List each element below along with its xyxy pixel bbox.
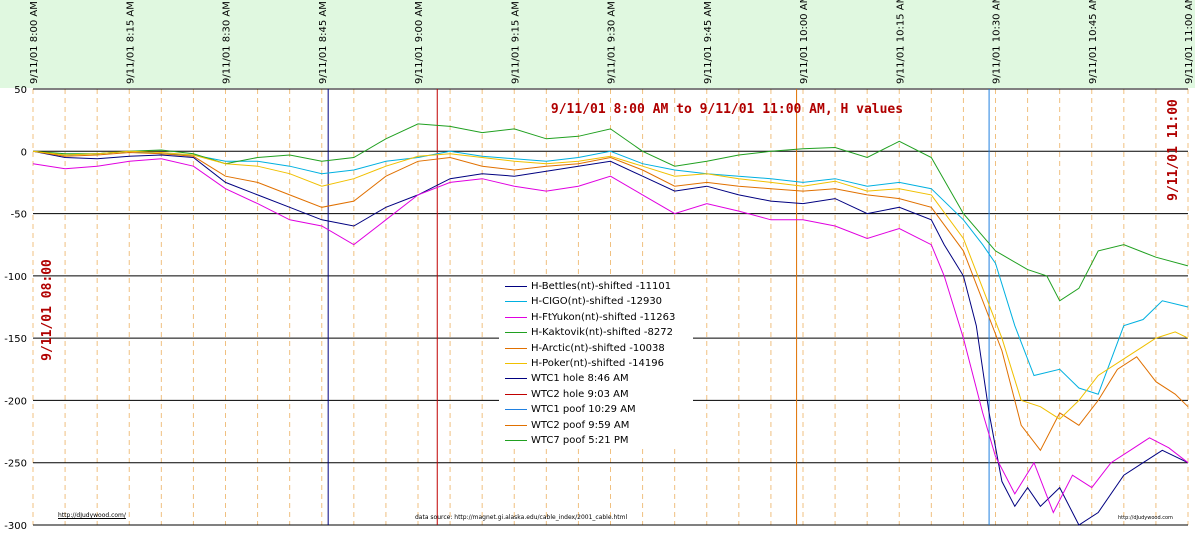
x-tick-label: 9/11/01 10:15 AM [895, 0, 906, 84]
series-line [32, 158, 1189, 514]
legend-line [505, 393, 527, 395]
legend-line [505, 316, 527, 318]
legend-item: H-CIGO(nt)-shifted -12930 [505, 294, 662, 309]
y-tick-label: 0 [21, 147, 27, 158]
legend-line [505, 347, 527, 349]
legend-label: H-Poker(nt)-shifted -14196 [531, 358, 664, 369]
x-tick-label: 9/11/01 9:15 AM [510, 1, 521, 84]
y-tick-label: -250 [4, 459, 27, 470]
x-tick-label: 9/11/01 9:00 AM [414, 1, 425, 84]
series-line [32, 123, 1189, 302]
legend-item: H-FtYukon(nt)-shifted -11263 [505, 310, 675, 325]
chart-title: 9/11/01 8:00 AM to 9/11/01 11:00 AM, H v… [551, 102, 903, 117]
legend-line [505, 424, 527, 426]
x-tick-label: 9/11/01 10:45 AM [1088, 0, 1099, 84]
right-credit: http://dJudywood.com [1118, 515, 1173, 521]
legend-label: H-FtYukon(nt)-shifted -11263 [531, 311, 676, 323]
legend-item: WTC2 hole 9:03 AM [505, 387, 629, 402]
x-tick-label: 9/11/01 10:30 AM [992, 0, 1003, 84]
right-time-label: 9/11/01 11:00 [1166, 99, 1181, 201]
legend: H-Bettles(nt)-shifted -11101 H-CIGO(nt)-s… [499, 278, 693, 446]
series-line [32, 150, 1189, 395]
legend-item: WTC1 hole 8:46 AM [505, 371, 629, 386]
legend-item: H-Bettles(nt)-shifted -11101 [505, 279, 671, 294]
legend-label: WTC2 poof 9:59 AM [531, 419, 630, 431]
legend-label: WTC1 poof 10:29 AM [531, 404, 636, 416]
x-tick-label: 9/11/01 11:00 AM [1184, 0, 1195, 84]
legend-label: H-CIGO(nt)-shifted -12930 [531, 296, 663, 308]
legend-line [505, 286, 527, 287]
x-tick-label: 9/11/01 8:15 AM [125, 1, 136, 84]
legend-item: H-Poker(nt)-shifted -14196 [505, 356, 664, 371]
y-tick-label: -300 [4, 521, 27, 532]
series-lines [32, 123, 1189, 526]
legend-item: H-Arctic(nt)-shifted -10038 [505, 341, 665, 356]
y-axis-ticks: 50 0 -50 -100 -150 -200 -250 -300 [4, 85, 27, 532]
legend-line [505, 378, 527, 380]
series-line [32, 150, 1189, 452]
y-tick-label: -50 [11, 210, 27, 221]
x-tick-label: 9/11/01 8:30 AM [222, 1, 233, 84]
y-tick-label: -150 [4, 334, 27, 345]
legend-line [505, 332, 527, 334]
x-tick-label: 9/11/01 10:00 AM [799, 0, 810, 84]
legend-line [505, 301, 527, 303]
left-time-label: 9/11/01 08:00 [40, 259, 55, 361]
legend-line [505, 440, 527, 441]
legend-item: WTC1 poof 10:29 AM [505, 402, 636, 417]
legend-item: WTC2 poof 9:59 AM [505, 418, 629, 433]
y-tick-label: -100 [4, 272, 27, 283]
data-source-note: data source: http://magnet.gi.alaska.edu… [415, 514, 628, 521]
legend-line [505, 363, 527, 364]
event-lines [327, 89, 990, 525]
legend-label: WTC7 poof 5:21 PM [531, 435, 629, 446]
x-tick-label: 9/11/01 8:00 AM [29, 1, 40, 84]
major-gridlines [32, 88, 1189, 526]
legend-label: WTC2 hole 9:03 AM [531, 388, 629, 400]
legend-label: H-Kaktovik(nt)-shifted -8272 [531, 327, 673, 339]
x-tick-label: 9/11/01 9:45 AM [703, 1, 714, 84]
series-line [32, 150, 1189, 526]
legend-label: H-Arctic(nt)-shifted -10038 [531, 342, 665, 354]
legend-item: WTC7 poof 5:21 PM [505, 433, 629, 448]
y-tick-label: 50 [14, 85, 27, 96]
x-axis-ticks: 9/11/01 8:00 AM 9/11/01 8:15 AM 9/11/01 8:… [29, 0, 1195, 84]
series-line [32, 150, 1189, 420]
x-tick-label: 9/11/01 9:30 AM [607, 1, 618, 84]
left-credit: http://dJudywood.com/ [58, 512, 126, 519]
header-band [0, 0, 1195, 88]
legend-label: H-Bettles(nt)-shifted -11101 [531, 281, 672, 292]
legend-item: H-Kaktovik(nt)-shifted -8272 [505, 325, 673, 340]
legend-line [505, 409, 527, 411]
x-tick-label: 9/11/01 8:45 AM [318, 1, 329, 84]
legend-label: WTC1 hole 8:46 AM [531, 373, 629, 385]
y-tick-label: -200 [4, 396, 27, 407]
